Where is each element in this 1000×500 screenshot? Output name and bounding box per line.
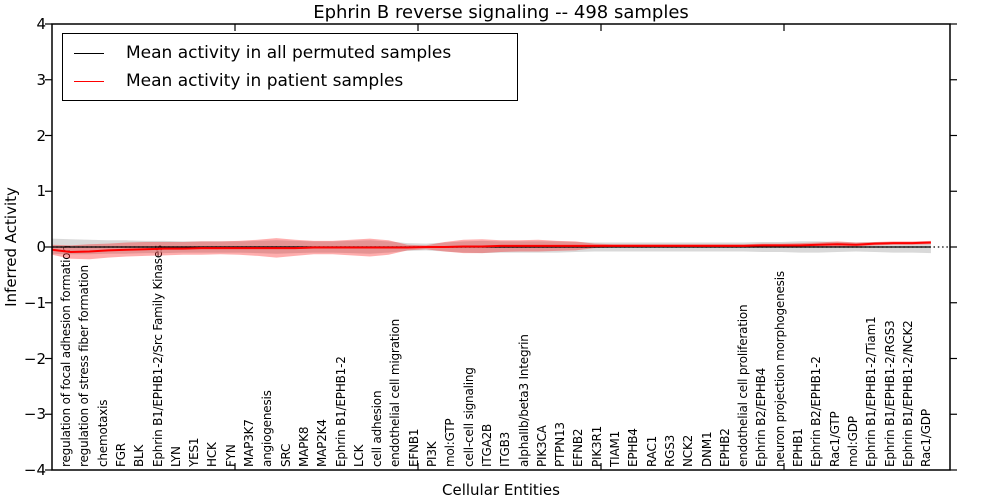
y-tick-label: 4 (36, 15, 46, 33)
y-axis-label: Inferred Activity (2, 187, 20, 307)
y-tick-label: 1 (36, 182, 46, 201)
x-axis-category-label: EPHB1 (791, 428, 805, 467)
x-axis-category-label: EPHB2 (717, 428, 732, 467)
x-axis-category-label: FGR (113, 443, 128, 467)
x-axis-category-label: angiogenesis (260, 390, 275, 467)
x-axis-category-label: Ephrin B1/EPHB1-2 (333, 356, 348, 467)
x-axis-category-label: Ephrin B1/EPHB1-2/RGS3 (882, 320, 897, 467)
legend-entry-patient: Mean activity in patient samples (74, 67, 517, 95)
x-axis-category-label: RGS3 (662, 434, 677, 467)
chart-title: Ephrin B reverse signaling -- 498 sample… (313, 2, 689, 23)
legend-label-permuted: Mean activity in all permuted samples (126, 43, 452, 63)
x-axis-category-label: YES1 (187, 437, 202, 467)
x-axis-category-label: endothelial cell proliferation (736, 304, 751, 467)
x-axis-category-label: mol:GDP (845, 416, 860, 467)
legend-line-sample-permuted-icon (74, 52, 104, 54)
x-axis-category-label: LYN (168, 446, 183, 467)
x-axis-category-label: PIK3CA (534, 425, 549, 467)
x-axis-category-label: ITGB3 (498, 431, 513, 467)
x-axis-category-label: cell adhesion (370, 390, 385, 467)
y-tick-label: −4 (23, 461, 46, 479)
x-axis-category-label: MAPK8 (296, 426, 311, 467)
x-axis-category-label: Ephrin B1/EPHB1-2/NCK2 (900, 320, 915, 467)
x-axis-category-label: MAP2K4 (315, 419, 330, 467)
y-tick-label: −1 (23, 293, 46, 312)
x-axis-category-label: regulation of stress fiber formation (77, 265, 92, 467)
y-tick-label: 3 (36, 70, 46, 89)
x-axis-category-label: Ephrin B2/EPHB1-2 (809, 356, 824, 467)
x-axis-category-label: mol:GTP (443, 418, 458, 467)
legend-entry-permuted: Mean activity in all permuted samples (74, 39, 517, 67)
x-axis-label: Cellular Entities (442, 481, 560, 499)
x-axis-category-label: PTPN13 (553, 422, 568, 467)
x-axis-category-label: EPHB4 (626, 428, 641, 467)
x-axis-category-label: RAC1 (644, 435, 659, 467)
legend-label-patient: Mean activity in patient samples (126, 71, 404, 91)
x-axis-category-label: SRC (278, 443, 293, 467)
x-axis-category-label: Ephrin B1/EPHB1-2/Tiam1 (864, 316, 879, 468)
y-tick-label: 0 (36, 238, 46, 256)
x-axis-category-label: alphaIIb/beta3 Integrin (516, 334, 531, 467)
x-axis-category-label: Rac1/GTP (827, 411, 842, 467)
x-axis-category-label: Ephrin B2/EPHB4 (754, 367, 769, 467)
x-axis-category-label: BLK (132, 444, 147, 467)
x-axis-category-label: regulation of focal adhesion formation (59, 245, 73, 467)
x-axis-category-label: chemotaxis (95, 399, 110, 467)
y-tick-label: 2 (36, 126, 46, 145)
x-axis-category-label: TIAM1 (608, 430, 622, 467)
x-axis-category-label: PI3K (425, 441, 439, 467)
x-axis-category-label: FYN (223, 444, 238, 467)
x-axis-category-label: neuron projection morphogenesis (772, 271, 787, 467)
x-axis-category-label: PIK3R1 (589, 425, 604, 467)
legend-line-sample-patient-icon (74, 80, 104, 82)
y-tick-label: −2 (23, 349, 46, 368)
x-axis-category-label: HCK (205, 442, 220, 467)
x-axis-category-label: endothelial cell migration (388, 319, 403, 467)
x-axis-category-label: Rac1/GDP (919, 409, 934, 467)
x-axis-category-label: MAP3K7 (242, 419, 256, 467)
x-axis-category-label: NCK2 (681, 434, 696, 467)
x-axis-category-label: LCK (351, 444, 366, 467)
x-axis-category-label: EFNB1 (406, 428, 421, 467)
x-axis-category-label: cell-cell signaling (461, 367, 476, 467)
x-axis-category-label: Ephrin B1/EPHB1-2/Src Family Kinases (150, 244, 165, 467)
x-axis-category-label: ITGA2B (479, 423, 494, 467)
legend: Mean activity in all permuted samples Me… (62, 33, 518, 101)
x-axis-category-label: EFNB2 (571, 428, 586, 467)
y-tick-label: −3 (23, 405, 46, 424)
x-axis-category-label: DNM1 (699, 431, 714, 467)
